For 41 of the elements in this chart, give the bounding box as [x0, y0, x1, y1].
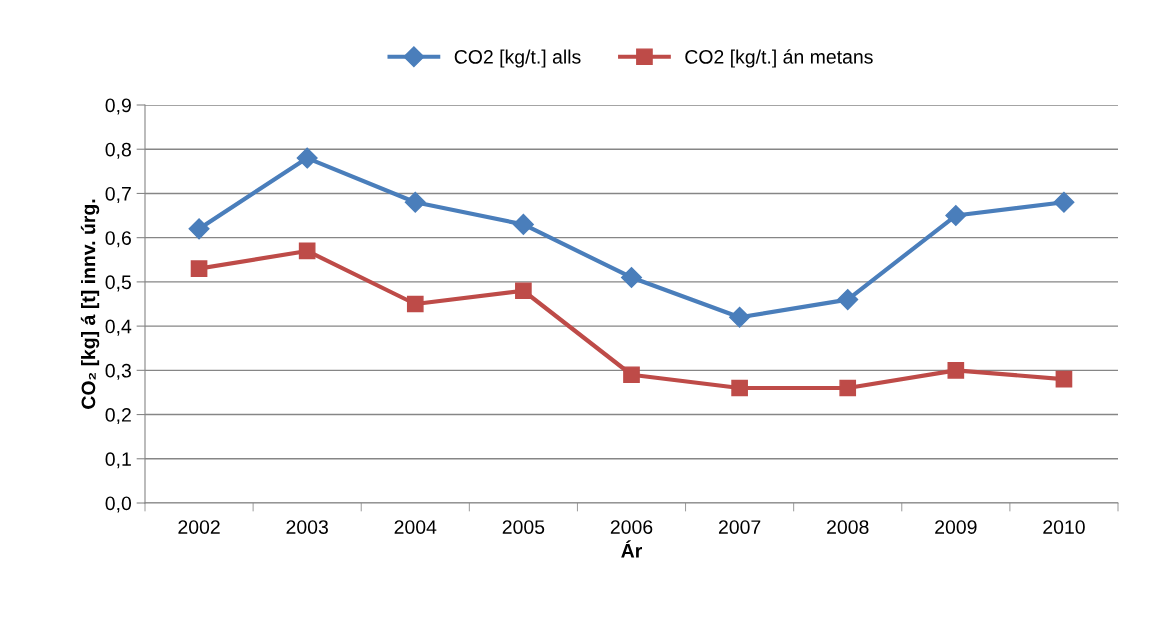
y-tick-label: 0,7: [105, 186, 131, 203]
point: [729, 306, 751, 328]
point: [1055, 370, 1073, 388]
y-tick-label: 0,8: [105, 142, 131, 159]
x-tick-label: 2010: [1043, 520, 1085, 534]
legend-label: CO2 [kg/t.] alls: [454, 49, 581, 68]
y-tick-label: 0,1: [105, 452, 131, 469]
point: [296, 147, 318, 169]
point: [945, 205, 967, 227]
point: [837, 289, 859, 311]
y-tick-label: 0,3: [105, 363, 131, 380]
x-tick-label: 2003: [286, 520, 328, 534]
y-tick-label: 0,0: [105, 496, 132, 513]
x-tick-label: 2008: [827, 520, 869, 534]
point: [188, 218, 210, 240]
point: [406, 295, 424, 313]
x-tick-label: 2007: [718, 520, 761, 534]
x-tick-label: 2009: [935, 520, 977, 534]
point: [512, 213, 534, 235]
x-tick-label: 2004: [394, 520, 437, 534]
y-axis-title: CO₂ [kg] á [t] innv. úrg.: [80, 199, 100, 409]
point: [623, 366, 640, 384]
point: [731, 379, 748, 397]
y-tick-label: 0,5: [105, 275, 131, 292]
x-tick-label: 2005: [502, 520, 545, 534]
point: [947, 361, 965, 379]
point: [620, 266, 643, 288]
point: [839, 379, 857, 397]
point: [298, 242, 316, 260]
y-tick-label: 0,4: [105, 319, 132, 336]
point: [515, 282, 532, 300]
y-tick-label: 0,6: [105, 231, 131, 248]
point: [190, 260, 208, 277]
point: [404, 191, 426, 213]
legend-label: CO2 [kg/t.] án metans: [685, 49, 873, 68]
x-tick-label: 2002: [178, 520, 220, 534]
x-tick-label: 2006: [610, 520, 653, 534]
y-tick-label: 0,2: [105, 408, 131, 425]
y-tick-label: 0,9: [105, 98, 131, 115]
x-axis-title: Ár: [621, 540, 643, 558]
point: [1053, 191, 1075, 213]
